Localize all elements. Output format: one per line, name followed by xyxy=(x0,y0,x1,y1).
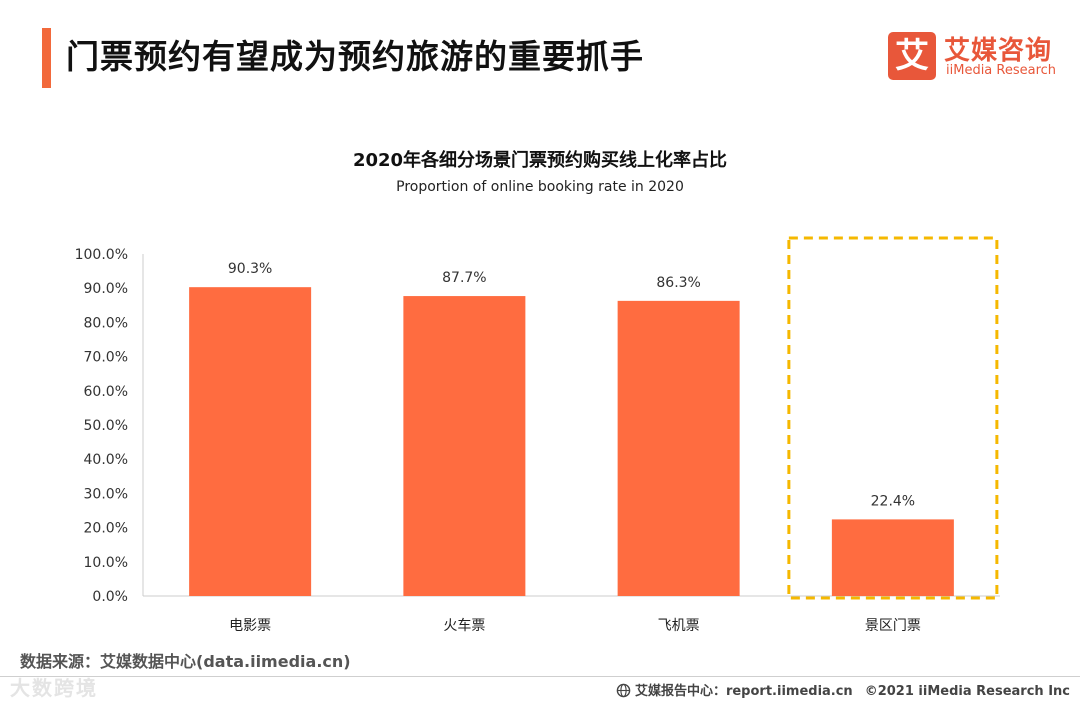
globe-icon xyxy=(616,683,631,698)
logo-name-en: iiMedia Research xyxy=(946,63,1057,78)
bar-4 xyxy=(831,519,954,596)
y-tick-label: 60.0% xyxy=(84,384,128,400)
x-tick-label: 电影票 xyxy=(229,618,271,634)
data-label: 22.4% xyxy=(871,493,915,509)
y-tick-label: 100.0% xyxy=(75,247,128,263)
bar-2 xyxy=(403,296,526,596)
data-source: 数据来源：艾媒数据中心(data.iimedia.cn) xyxy=(20,652,351,671)
data-label: 87.7% xyxy=(442,270,486,286)
y-tick-label: 0.0% xyxy=(92,589,128,605)
y-tick-label: 30.0% xyxy=(84,486,128,502)
footer: 艾媒报告中心：report.iimedia.cn ©2021 iiMedia Re… xyxy=(616,680,1070,699)
watermark: 大数跨境 xyxy=(10,676,98,700)
y-tick-label: 80.0% xyxy=(84,315,128,331)
bar-3 xyxy=(617,300,740,596)
logo-mark-icon: 艾 xyxy=(888,32,936,80)
x-tick-label: 飞机票 xyxy=(658,618,700,634)
chart-subtitle: Proportion of online booking rate in 202… xyxy=(396,179,684,195)
y-tick-label: 10.0% xyxy=(84,555,128,571)
iimedia-logo[interactable]: 艾 艾媒咨询 iiMedia Research xyxy=(888,32,1068,82)
y-tick-label: 20.0% xyxy=(84,521,128,537)
footer-report-center[interactable]: 艾媒报告中心：report.iimedia.cn xyxy=(634,684,853,699)
y-tick-label: 40.0% xyxy=(84,452,128,468)
footer-divider xyxy=(0,676,1080,677)
y-tick-label: 50.0% xyxy=(84,418,128,434)
bar-1 xyxy=(189,287,312,596)
data-label: 86.3% xyxy=(656,275,700,291)
x-tick-label: 景区门票 xyxy=(865,618,921,634)
x-tick-label: 火车票 xyxy=(443,617,485,634)
y-tick-label: 70.0% xyxy=(84,350,128,366)
y-tick-label: 90.0% xyxy=(84,281,128,297)
footer-copyright: ©2021 iiMedia Research Inc xyxy=(864,684,1070,699)
title-accent-bar xyxy=(42,28,51,88)
page-title: 门票预约有望成为预约旅游的重要抓手 xyxy=(66,37,644,76)
logo-name-cn: 艾媒咨询 xyxy=(944,36,1053,66)
data-label: 90.3% xyxy=(228,261,272,277)
chart-title: 2020年各细分场景门票预约购买线上化率占比 xyxy=(352,150,728,171)
